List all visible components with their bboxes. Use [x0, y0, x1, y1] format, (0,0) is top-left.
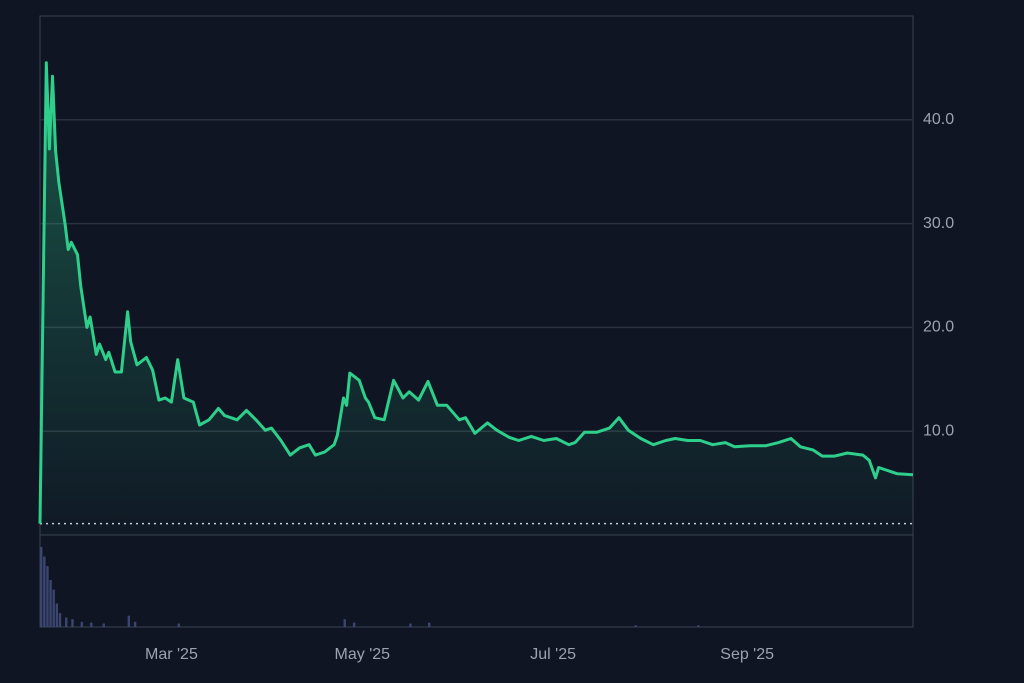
volume-bar: [43, 556, 46, 627]
volume-bar: [133, 621, 137, 627]
price-area: [40, 62, 913, 535]
volume-bar: [127, 615, 131, 627]
plot-frame: [39, 15, 914, 628]
volume-bar: [90, 622, 93, 627]
volume-bar: [428, 622, 431, 627]
volume-bar: [697, 625, 700, 627]
y-tick-label: 30.0: [923, 215, 954, 232]
x-tick-label: Jul '25: [530, 646, 576, 663]
volume-bar: [52, 589, 55, 627]
volume-bar: [40, 546, 43, 627]
x-tick-label: May '25: [335, 646, 391, 663]
volume-bar: [409, 623, 412, 627]
y-tick-label: 40.0: [923, 111, 954, 128]
x-tick-label: Mar '25: [145, 646, 198, 663]
x-tick-label: Sep '25: [720, 646, 774, 663]
volume-bar: [55, 603, 59, 627]
volume-bar: [80, 621, 84, 627]
volume-bar: [634, 625, 637, 627]
y-tick-label: 10.0: [923, 422, 954, 439]
price-line: [38, 61, 914, 524]
volume-bar: [352, 622, 356, 627]
volume-bar: [46, 566, 49, 627]
volume-bar: [49, 580, 52, 627]
volume-bar: [58, 613, 62, 627]
volume-bar: [102, 623, 105, 627]
y-tick-label: 20.0: [923, 319, 954, 336]
volume-bar: [343, 619, 346, 627]
volume-bar: [65, 617, 68, 627]
volume-bar: [71, 619, 74, 627]
volume-bar: [177, 623, 181, 627]
